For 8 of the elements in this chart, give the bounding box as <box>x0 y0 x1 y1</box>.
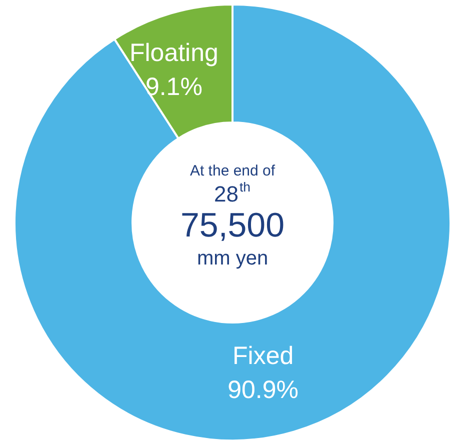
text: At the end of <box>190 162 276 180</box>
text: mm yen <box>196 248 268 270</box>
text: 75,500 <box>180 206 284 244</box>
slice-label: Floating <box>129 38 218 67</box>
data-label: 90.9% <box>228 376 298 404</box>
donut-slice <box>14 4 452 442</box>
slice-label: Fixed <box>232 342 294 370</box>
data-label: 9.1% <box>145 72 202 101</box>
